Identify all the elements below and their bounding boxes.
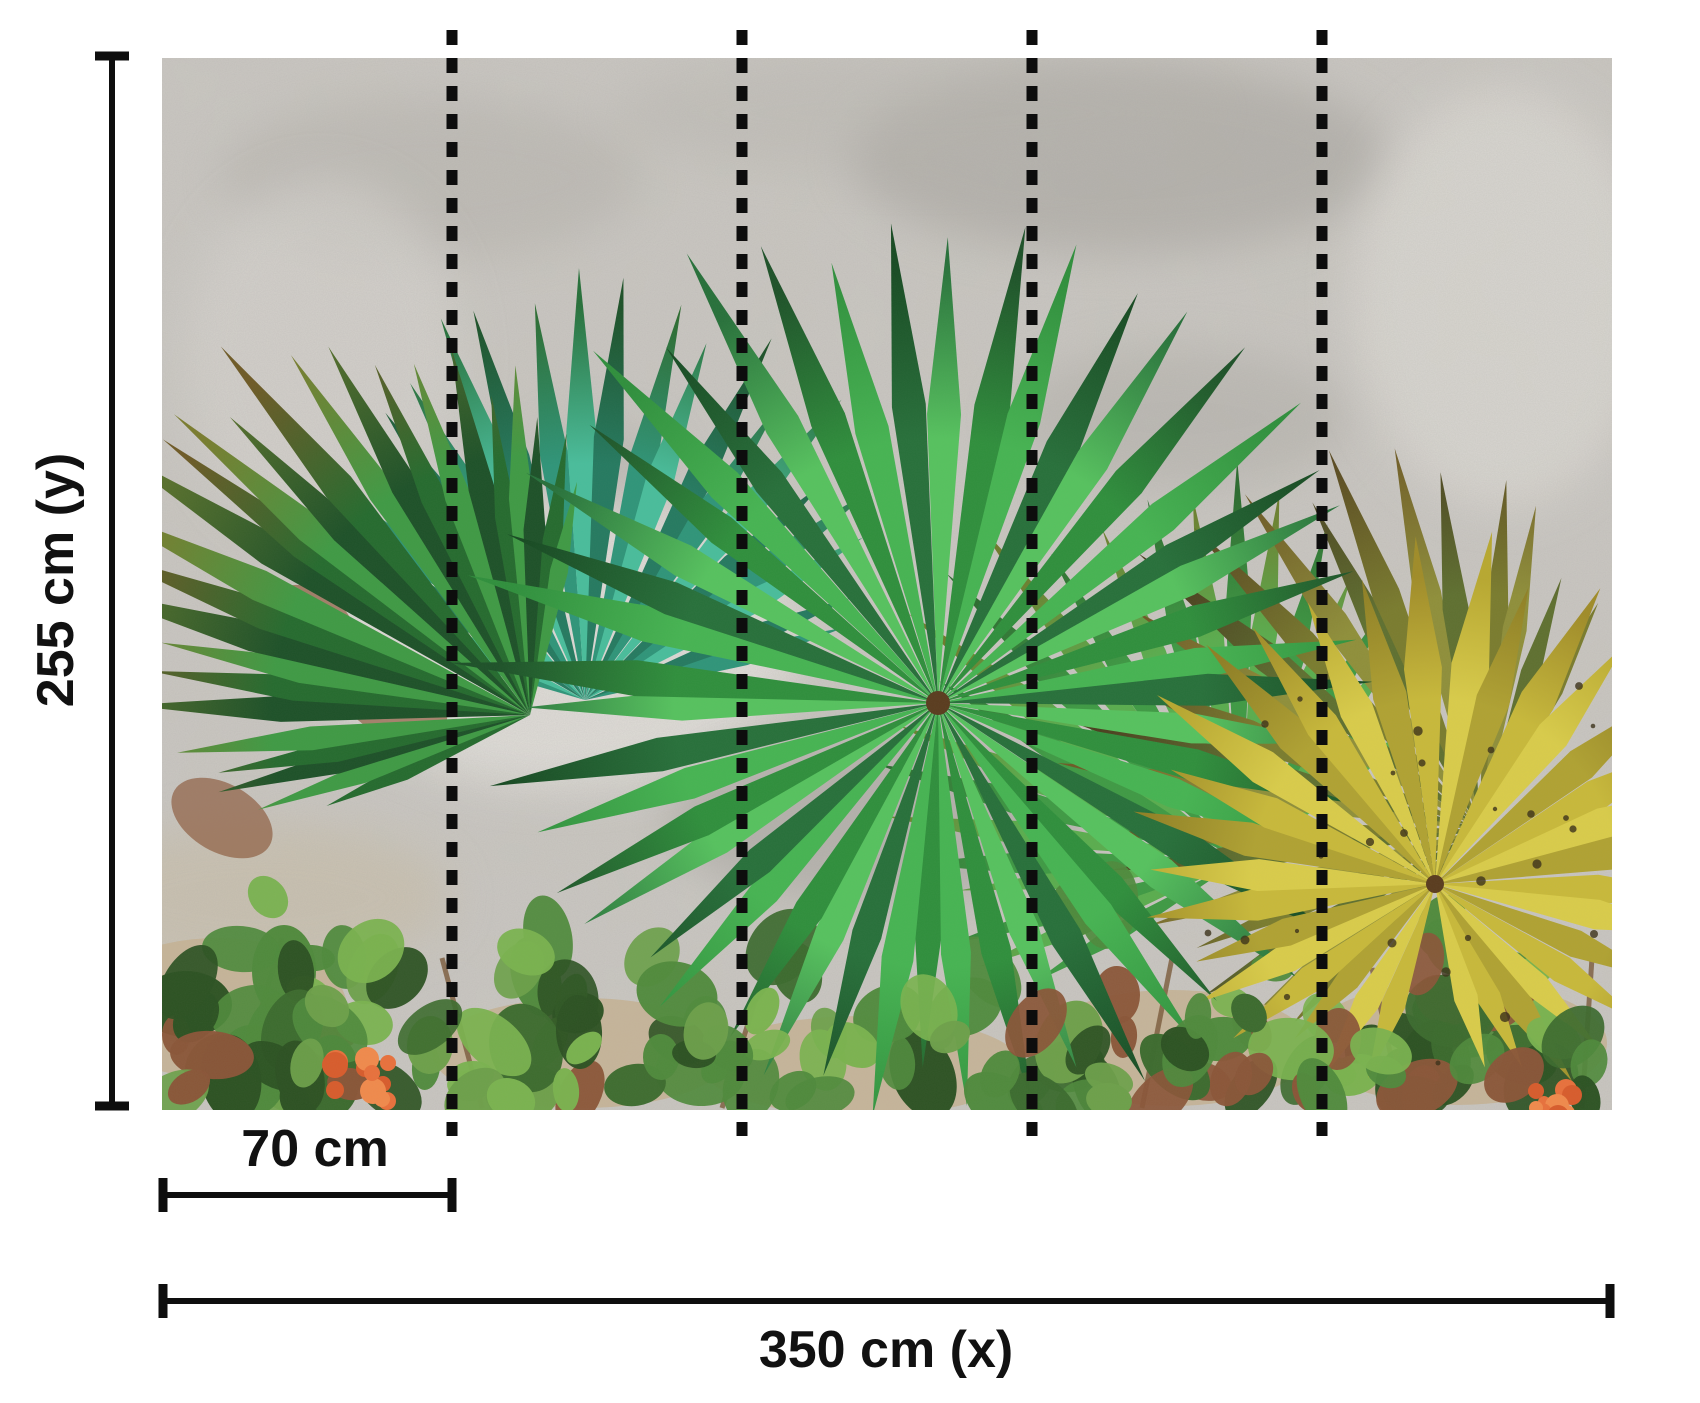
height-dimension-line bbox=[95, 51, 129, 1111]
mural-photo bbox=[162, 58, 1612, 1110]
panel-width-dimension-line bbox=[158, 1178, 457, 1212]
mural-photo-art bbox=[162, 58, 1612, 1110]
height-dimension-label: 255 cm (y) bbox=[27, 452, 85, 708]
width-dimension-line bbox=[158, 1284, 1615, 1318]
width-dimension-label: 350 cm (x) bbox=[758, 1321, 1014, 1379]
panel-width-dimension-label: 70 cm bbox=[241, 1120, 389, 1178]
